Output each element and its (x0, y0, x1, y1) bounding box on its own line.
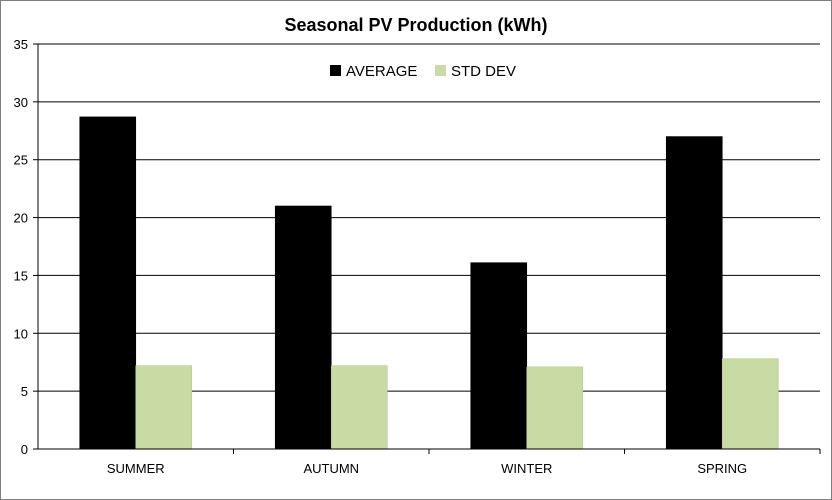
x-category-label: SPRING (697, 461, 747, 476)
x-category-label: SUMMER (107, 461, 165, 476)
legend-swatch-std-dev (435, 65, 446, 76)
x-category-label: AUTUMN (303, 461, 359, 476)
bars (79, 116, 779, 450)
axes (37, 44, 820, 450)
legend-label-average: AVERAGE (346, 63, 417, 80)
legend-label-std-dev: STD DEV (451, 63, 516, 80)
bar-std-dev-spring (721, 358, 779, 450)
y-tick-label: 20 (14, 211, 28, 226)
legend: AVERAGE STD DEV (330, 63, 516, 80)
y-tick-label: 25 (14, 153, 28, 168)
bar-std-dev-autumn (330, 365, 388, 450)
bar-std-dev-winter (526, 366, 584, 450)
bar-average-winter (470, 262, 528, 450)
bar-average-spring (665, 136, 723, 450)
y-tick-label: 5 (21, 384, 28, 399)
x-axis-categories: SUMMER AUTUMN WINTER SPRING (107, 449, 821, 476)
legend-swatch-average (330, 65, 341, 76)
bar-average-summer (79, 116, 137, 450)
bar-average-autumn (274, 205, 332, 450)
x-category-label: WINTER (501, 461, 552, 476)
y-tick-label: 10 (14, 326, 28, 341)
y-tick-label: 35 (14, 37, 28, 52)
y-axis-ticks: 0 5 10 15 20 25 30 35 (14, 37, 38, 457)
y-tick-label: 0 (21, 442, 28, 457)
y-tick-label: 15 (14, 268, 28, 283)
y-tick-label: 30 (14, 95, 28, 110)
bar-std-dev-summer (135, 365, 193, 450)
chart-title: Seasonal PV Production (kWh) (284, 15, 547, 35)
